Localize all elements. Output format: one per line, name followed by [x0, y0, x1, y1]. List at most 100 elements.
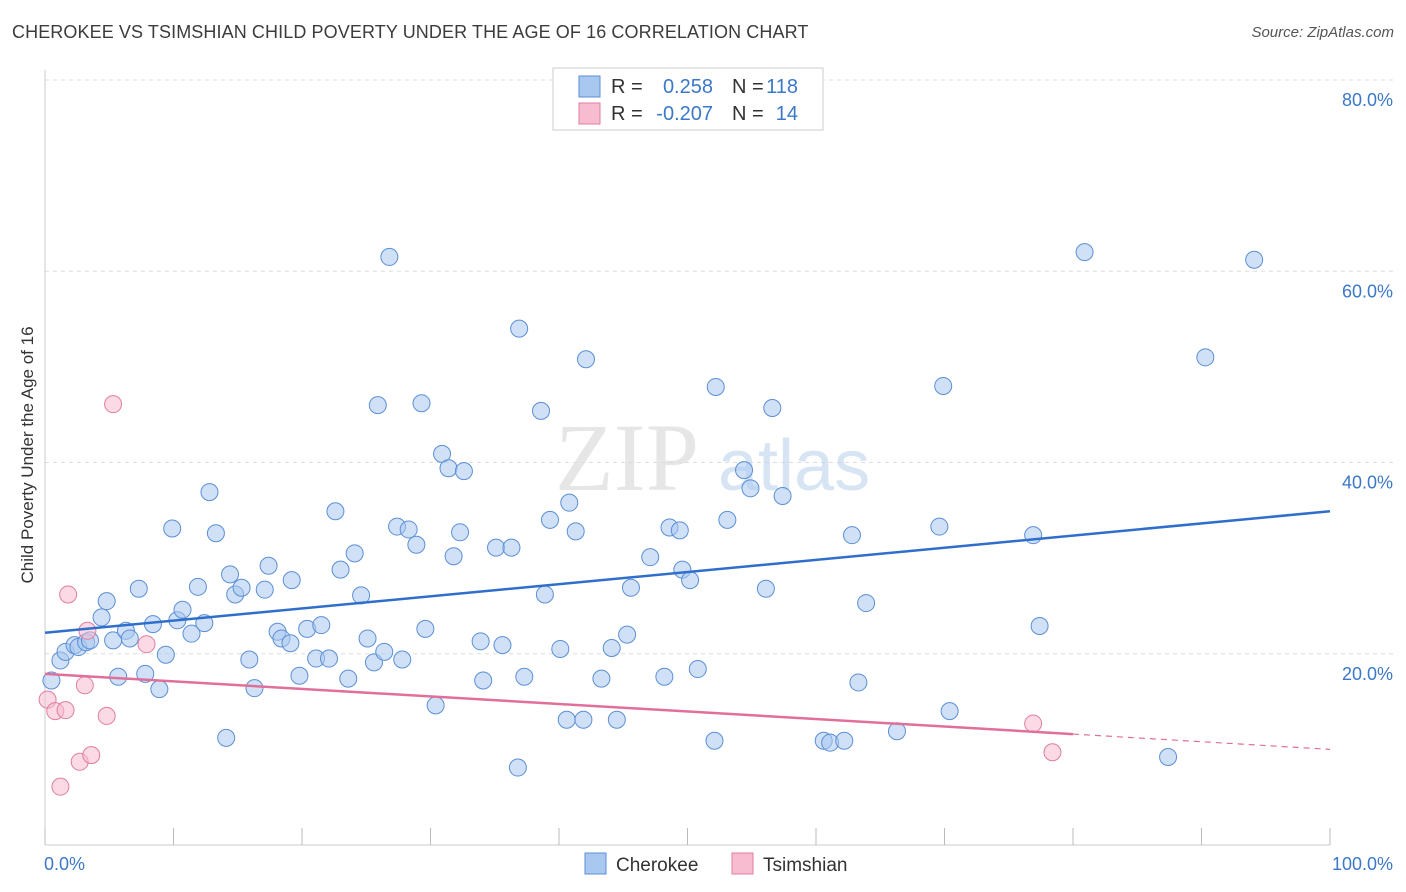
cherokee-point [474, 671, 493, 690]
cherokee-point [1075, 243, 1094, 262]
cherokee-point [454, 462, 473, 481]
cherokee-point [282, 571, 301, 590]
cherokee-point [97, 592, 116, 611]
cherokee-trend-line [44, 510, 1331, 634]
series-legend-label-tsimshian: Tsimshian [763, 855, 847, 876]
cherokee-point [510, 319, 529, 338]
tsimshian-series [38, 395, 1062, 796]
cherokee-point [849, 673, 868, 692]
cherokee-point [129, 579, 148, 598]
grid-lines [45, 79, 1393, 655]
cherokee-point [515, 667, 534, 686]
cherokee-point [326, 502, 345, 521]
tsimshian-point [59, 585, 78, 604]
cherokee-series [42, 243, 1264, 777]
y-tick-label-20: 20.0% [1342, 664, 1393, 684]
cherokee-point [557, 710, 576, 729]
cherokee-point [705, 731, 724, 750]
tsimshian-point [78, 621, 97, 640]
cherokee-point [444, 547, 463, 566]
cherokee-point [451, 523, 470, 542]
cherokee-point [471, 632, 490, 651]
cherokee-point [574, 710, 593, 729]
cherokee-point [551, 639, 570, 658]
cherokee-point [245, 679, 264, 698]
cherokee-point [281, 634, 300, 653]
cherokee-point [163, 519, 182, 538]
series-legend-swatch-tsimshian [731, 852, 754, 875]
cherokee-point [508, 758, 527, 777]
y-axis-title: Child Poverty Under the Age of 16 [18, 326, 37, 583]
series-legend-label-cherokee: Cherokee [616, 855, 698, 876]
cherokee-point [399, 520, 418, 539]
cherokee-point [412, 394, 431, 413]
zipatlas-watermark: ZIP atlas [555, 404, 870, 511]
cherokee-point [1196, 348, 1215, 367]
cherokee-point [368, 396, 387, 415]
cherokee-point [535, 585, 554, 604]
tsimshian-point [97, 706, 116, 725]
cherokee-point [1159, 748, 1178, 767]
cherokee-point [290, 666, 309, 685]
cherokee-point [532, 401, 551, 420]
cherokee-point [857, 594, 876, 613]
cherokee-point [232, 578, 251, 597]
cherokee-point [940, 702, 959, 721]
cherokee-point [502, 538, 521, 557]
tsimshian-point [137, 635, 156, 654]
cherokee-point [602, 639, 621, 658]
watermark-zip: ZIP [555, 404, 699, 511]
tsimshian-point [1024, 714, 1043, 733]
stats-legend: R = 0.258 N = 118 R = -0.207 N = 14 [552, 67, 824, 131]
cherokee-point [706, 377, 725, 396]
cherokee-point [487, 538, 506, 557]
tsimshian-point [1043, 743, 1062, 762]
cherokee-point [439, 459, 458, 478]
series-legend: Cherokee Tsimshian [584, 852, 847, 876]
cherokee-point [566, 522, 585, 541]
cherokee-point [681, 571, 700, 590]
chart-title: CHEROKEE VS TSIMSHIAN CHILD POVERTY UNDE… [12, 22, 809, 42]
cherokee-point [393, 650, 412, 669]
cherokee-point [221, 565, 240, 584]
cherokee-point [319, 649, 338, 668]
cherokee-point [92, 608, 111, 627]
cherokee-point [255, 580, 274, 599]
legend-swatch-cherokee [578, 75, 601, 98]
cherokee-point [735, 461, 754, 480]
cherokee-point [621, 578, 640, 597]
cherokee-point [339, 669, 358, 688]
cherokee-point [200, 483, 219, 502]
x-tick-label-max: 100.0% [1332, 854, 1393, 874]
cherokee-point [773, 486, 792, 505]
cherokee-point [763, 398, 782, 417]
cherokee-point [136, 664, 155, 683]
x-tick-label-min: 0.0% [44, 854, 85, 874]
source-label: Source: ZipAtlas.com [1251, 24, 1394, 41]
cherokee-point [375, 642, 394, 661]
cherokee-point [607, 710, 626, 729]
cherokee-point [331, 560, 350, 579]
tsimshian-point [51, 777, 70, 796]
trend-lines [44, 510, 1331, 750]
series-legend-swatch-cherokee [584, 852, 607, 875]
cherokee-point [541, 510, 560, 529]
tsimshian-trend-extension [1072, 733, 1331, 750]
cherokee-point [120, 629, 139, 648]
cherokee-point [156, 645, 175, 664]
legend-n-label-2: N = [732, 103, 764, 125]
cherokee-point [1245, 250, 1264, 269]
legend-n-value-1: 118 [766, 76, 798, 98]
cherokee-point [206, 524, 225, 543]
cherokee-point [756, 579, 775, 598]
tsimshian-point [56, 701, 75, 720]
legend-r-value-2: -0.207 [656, 103, 713, 125]
cherokee-point [240, 650, 259, 669]
legend-swatch-tsimshian [578, 102, 601, 125]
y-tick-label-40: 40.0% [1342, 473, 1393, 493]
cherokee-point [1030, 617, 1049, 636]
legend-n-label-1: N = [732, 76, 764, 98]
cherokee-point [741, 479, 760, 498]
cherokee-point [380, 247, 399, 266]
